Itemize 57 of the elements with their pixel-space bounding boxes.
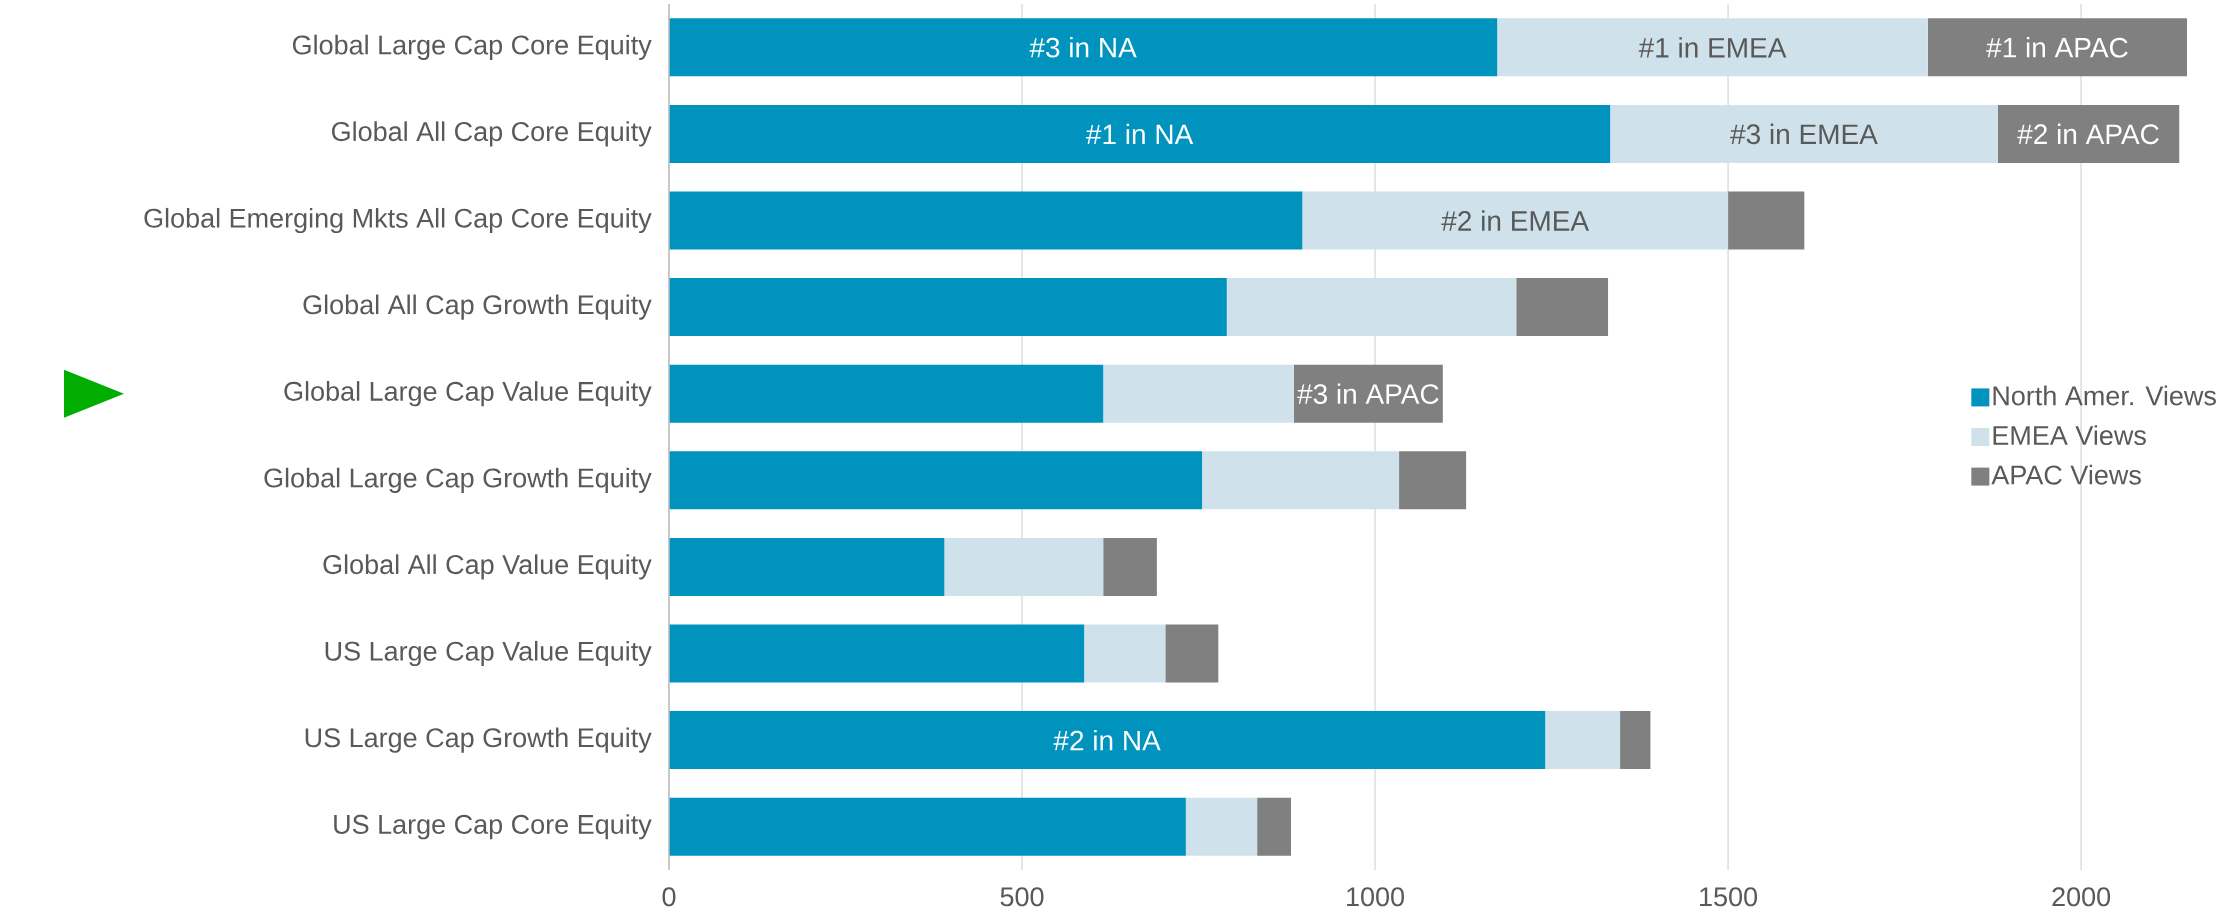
y-tick-label: Global Large Cap Growth Equity — [264, 467, 652, 493]
annotation: #3 in APAC — [1297, 383, 1439, 404]
y-tick-label: US Large Cap Core Equity — [334, 814, 652, 840]
annotation: #1 in APAC — [1986, 37, 2128, 58]
bar — [668, 364, 1104, 423]
bar — [668, 18, 1498, 77]
bar — [1545, 711, 1621, 770]
bar — [1927, 18, 2188, 77]
bar — [668, 711, 1546, 770]
bar — [1084, 624, 1166, 683]
bar — [1226, 278, 1517, 337]
bar — [1997, 104, 2180, 163]
annotation: #1 in NA — [1086, 123, 1194, 145]
y-tick-label: Global All Cap Growth Equity — [303, 294, 652, 320]
y-tick-label: Global Large Cap Value Equity — [284, 381, 652, 407]
annotation: #3 in EMEA — [1730, 123, 1878, 145]
y-tick-label: Global All Cap Value Equity — [323, 554, 652, 580]
y-tick-label: US Large Cap Growth Equity — [305, 727, 652, 753]
bar — [1202, 451, 1400, 510]
bar — [668, 451, 1203, 510]
bar — [668, 104, 1611, 163]
bar — [668, 624, 1085, 683]
bar — [1257, 797, 1292, 856]
bar — [1516, 278, 1609, 337]
x-tick-label: 0 — [662, 887, 676, 907]
y-tick-label: Global Emerging Mkts All Cap Core Equity — [144, 207, 652, 234]
annotation: #2 in APAC — [2017, 123, 2159, 145]
x-tick-label: 1000 — [1347, 887, 1405, 907]
legend-label: North Amer. Views — [1993, 385, 2216, 406]
bar — [1610, 104, 1998, 163]
annotation: #1 in EMEA — [1638, 37, 1787, 58]
legend-label: APAC Views — [1991, 464, 2141, 485]
x-tick-label: 1500 — [1700, 887, 1758, 907]
bar — [1497, 18, 1928, 77]
bar — [1103, 537, 1157, 596]
bar — [1103, 364, 1294, 423]
annotation: #3 in NA — [1029, 37, 1137, 58]
bar — [1399, 451, 1467, 510]
bar — [668, 278, 1227, 337]
bar — [1728, 191, 1805, 250]
bar — [668, 191, 1303, 250]
y-tick-label: US Large Cap Value Equity — [325, 640, 652, 667]
bar — [1302, 191, 1729, 250]
annotation: #2 in EMEA — [1441, 210, 1590, 231]
bar — [944, 537, 1104, 596]
x-tick-label: 500 — [1000, 887, 1044, 907]
y-tick-label: Global Large Cap Core Equity — [292, 34, 652, 60]
bar — [668, 797, 1186, 856]
x-tick-label: 2000 — [2052, 887, 2111, 907]
bar — [1185, 797, 1258, 856]
bar — [1165, 624, 1219, 683]
y-tick-label: Global All Cap Core Equity — [332, 121, 652, 147]
bar — [668, 537, 945, 596]
annotation: #2 in NA — [1053, 729, 1161, 751]
bar — [1293, 364, 1443, 423]
bar — [1620, 711, 1651, 770]
legend-label: EMEA Views — [1993, 425, 2146, 446]
